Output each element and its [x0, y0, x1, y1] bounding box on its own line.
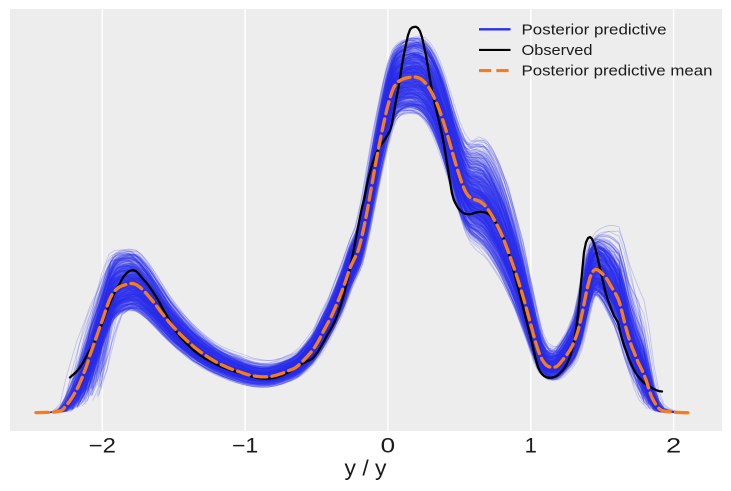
svg-text:1: 1 — [525, 434, 537, 457]
svg-text:−1: −1 — [232, 433, 258, 457]
svg-text:y / y: y / y — [345, 456, 388, 481]
svg-text:Observed: Observed — [522, 43, 593, 59]
svg-text:Posterior predictive: Posterior predictive — [522, 22, 667, 38]
svg-text:0: 0 — [381, 435, 395, 458]
svg-text:2: 2 — [666, 434, 681, 457]
svg-text:Posterior predictive mean: Posterior predictive mean — [522, 64, 713, 80]
svg-text:−2: −2 — [89, 434, 116, 457]
